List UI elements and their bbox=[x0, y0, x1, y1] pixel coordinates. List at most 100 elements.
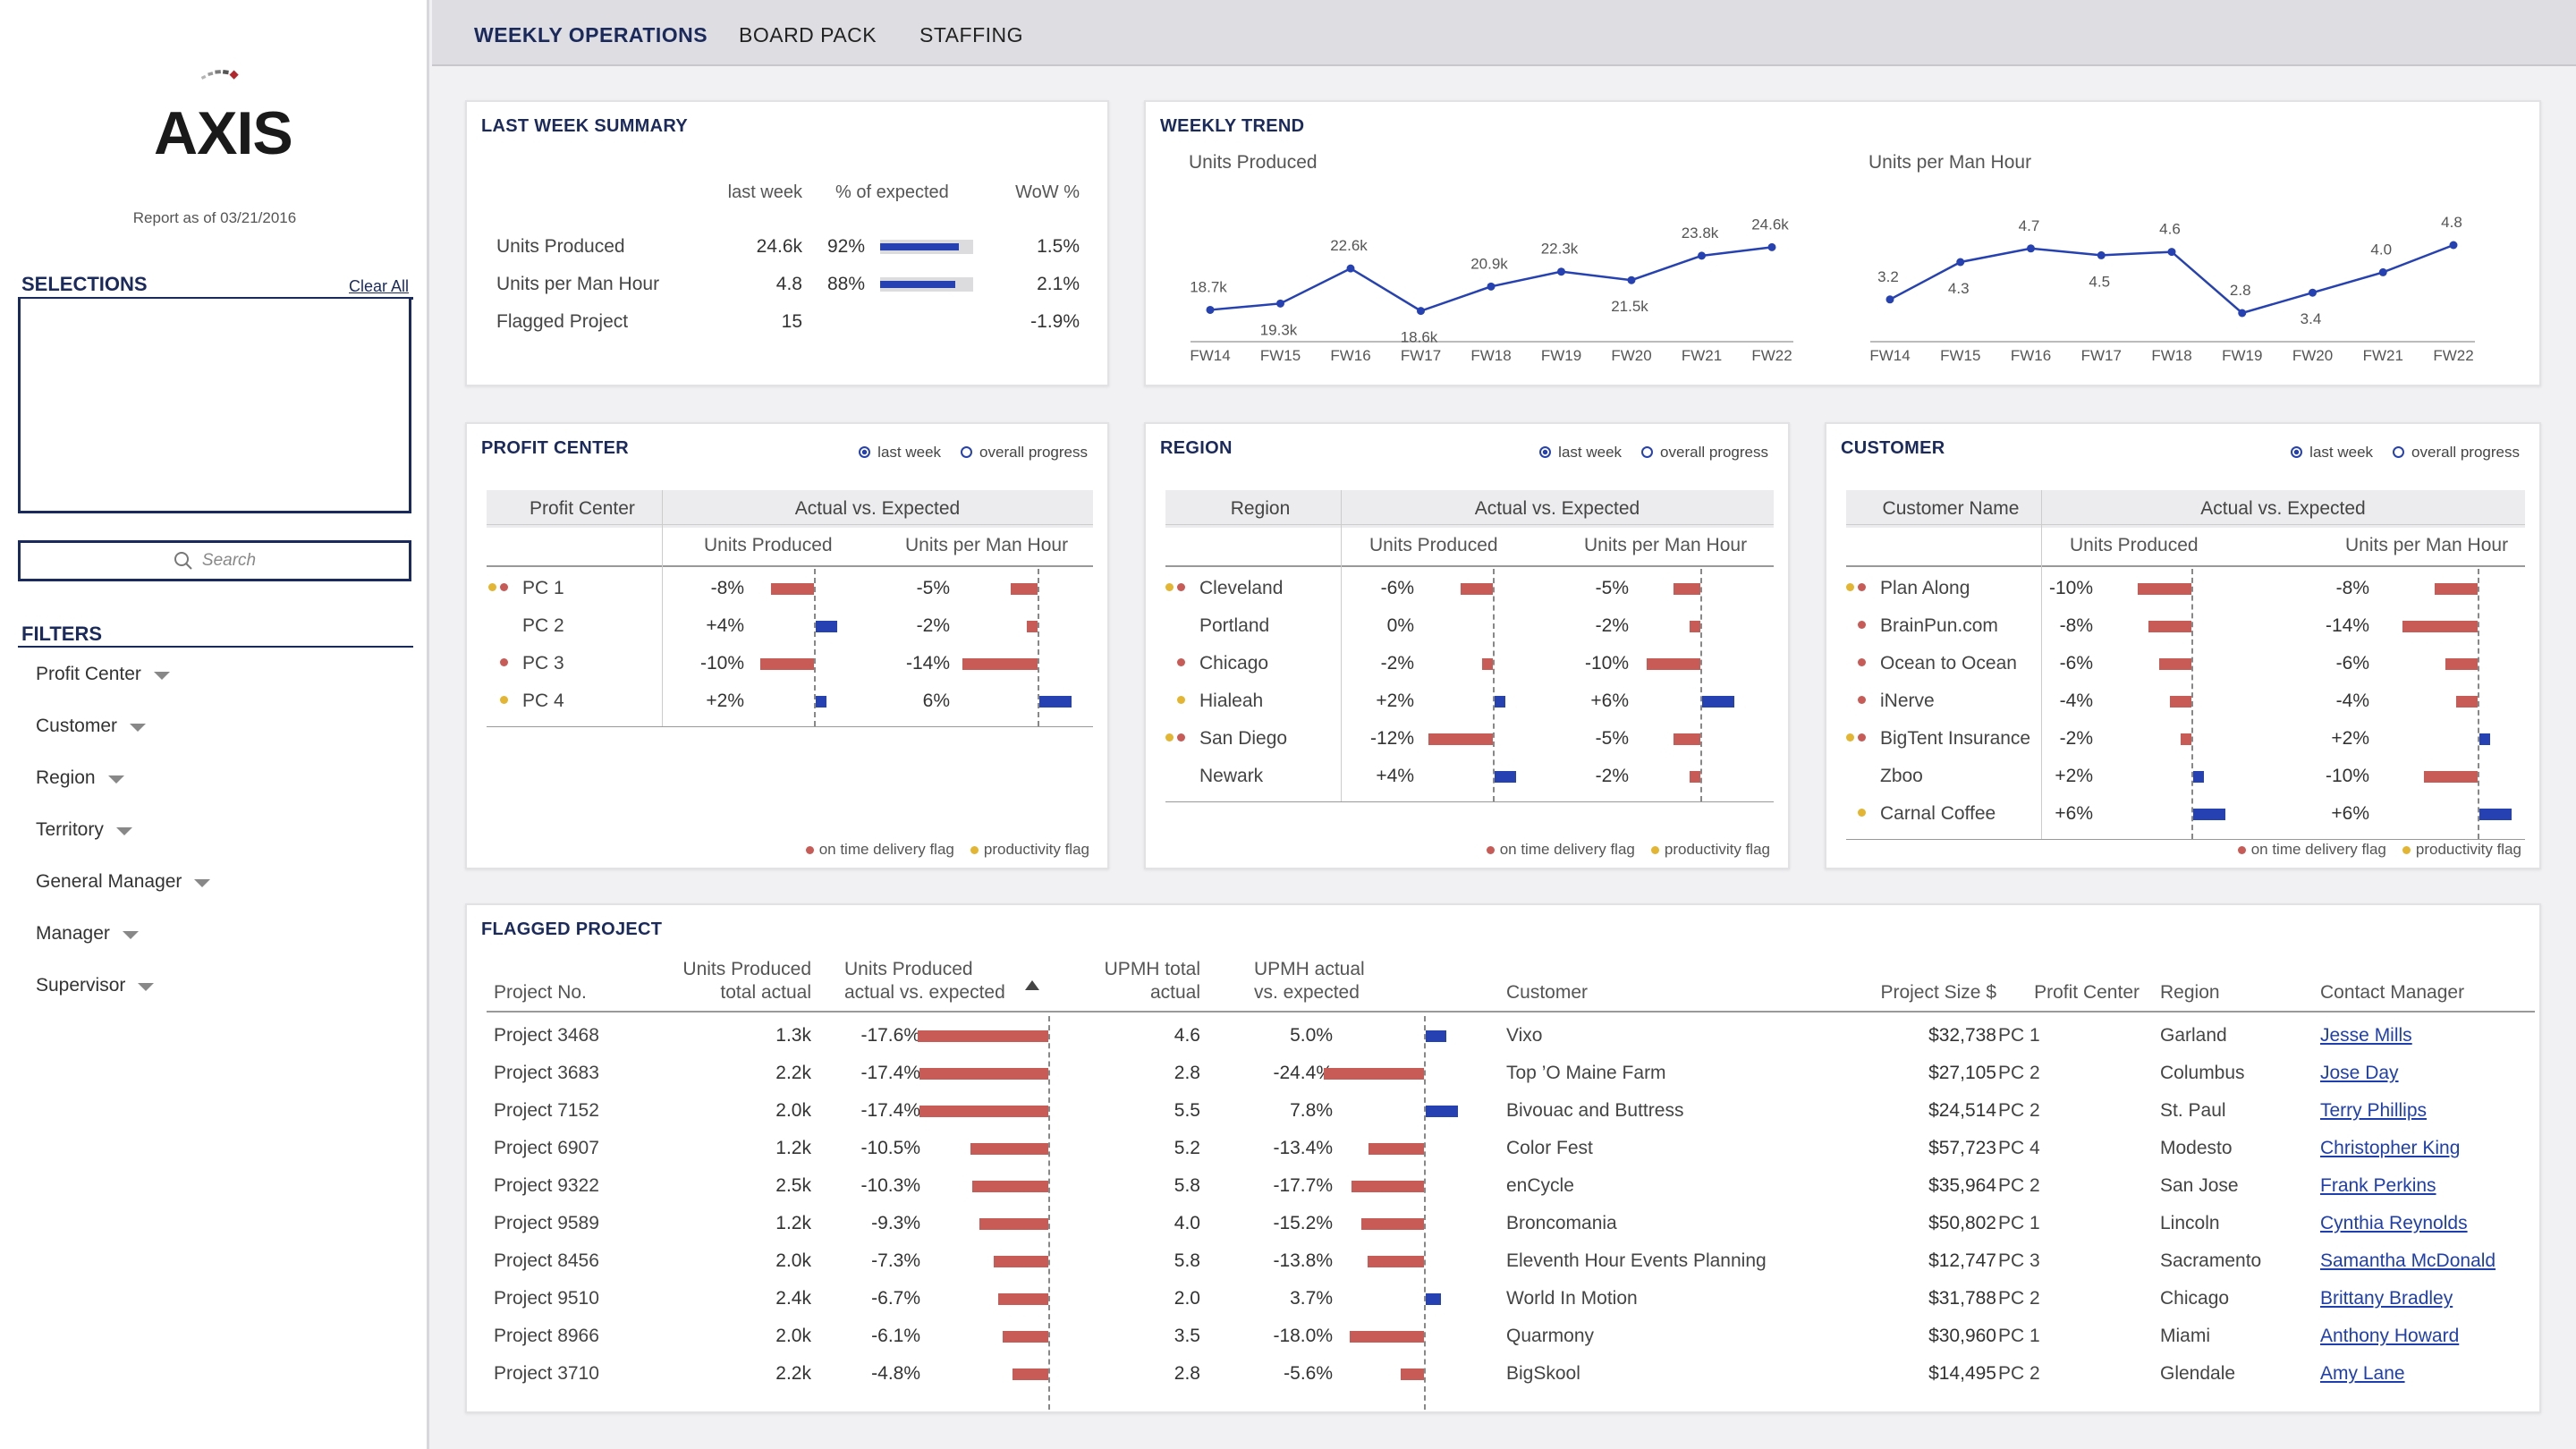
zero-line bbox=[2478, 569, 2479, 839]
variance-bar bbox=[1690, 621, 1700, 632]
radio-overall-progress[interactable]: overall progress bbox=[1641, 444, 1768, 461]
on-time-delivery-flag-icon bbox=[1858, 733, 1866, 741]
contact-manager-link[interactable]: Amy Lane bbox=[2320, 1363, 2405, 1384]
tab-staffing[interactable]: STAFFING bbox=[919, 23, 1024, 47]
contact-manager-link[interactable]: Samantha McDonald bbox=[2320, 1250, 2496, 1271]
table-row[interactable]: Chicago -2% -10% bbox=[1146, 646, 1788, 683]
col-header-upmh-vs: UPMH actual bbox=[1254, 959, 1365, 979]
table-row[interactable]: Project 8966 2.0k -6.1% 3.5 -18.0% Quarmony $3… bbox=[467, 1318, 2539, 1356]
filter-general-manager[interactable]: General Manager bbox=[36, 871, 211, 923]
filter-manager[interactable]: Manager bbox=[36, 923, 210, 975]
cell-upmh-total: 4.6 bbox=[1174, 1025, 1200, 1046]
table-row[interactable]: Project 7152 2.0k -17.4% 5.5 7.8% Bivouac and… bbox=[467, 1093, 2539, 1131]
cell-upmh-vs: -13.4% bbox=[1273, 1138, 1333, 1158]
productivity-flag-icon bbox=[1177, 696, 1185, 704]
selections-underline bbox=[18, 297, 413, 300]
summary-row-label: Flagged Project bbox=[496, 311, 629, 332]
table-row[interactable]: Project 3710 2.2k -4.8% 2.8 -5.6% BigSkool $14… bbox=[467, 1356, 2539, 1394]
summary-pct-bar bbox=[880, 281, 955, 288]
radio-overall-progress[interactable]: overall progress bbox=[961, 444, 1088, 461]
table-row[interactable]: Project 8456 2.0k -7.3% 5.8 -13.8% Eleventh H… bbox=[467, 1243, 2539, 1281]
table-row[interactable]: BrainPun.com -8% -14% bbox=[1826, 608, 2539, 646]
filters-title: FILTERS bbox=[21, 623, 103, 645]
table-row[interactable]: Project 3683 2.2k -17.4% 2.8 -24.4% Top ’O Ma… bbox=[467, 1055, 2539, 1093]
cell-region: Modesto bbox=[2160, 1138, 2233, 1158]
cell-up-total: 1.3k bbox=[775, 1025, 811, 1046]
row-units-produced: +2% bbox=[2055, 766, 2093, 786]
variance-bar bbox=[2445, 658, 2478, 670]
table-row[interactable]: Portland 0% -2% bbox=[1146, 608, 1788, 646]
cell-up-vs: -7.3% bbox=[871, 1250, 920, 1271]
cell-project: Project 9322 bbox=[494, 1175, 599, 1196]
contact-manager-link[interactable]: Christopher King bbox=[2320, 1138, 2461, 1158]
contact-manager-link[interactable]: Frank Perkins bbox=[2320, 1175, 2436, 1196]
col-header-up-vs: Units Produced bbox=[844, 959, 973, 979]
contact-manager-link[interactable]: Anthony Howard bbox=[2320, 1326, 2460, 1346]
trend-x-tick: FW17 bbox=[1401, 347, 1441, 364]
trend-point bbox=[1698, 251, 1706, 260]
zero-line bbox=[2191, 569, 2193, 839]
cell-upmh-vs: -24.4% bbox=[1273, 1063, 1333, 1083]
contact-manager-link[interactable]: Terry Phillips bbox=[2320, 1100, 2428, 1121]
cell-up-vs: -10.3% bbox=[860, 1175, 920, 1196]
cell-profit-center: PC 1 bbox=[1998, 1213, 2040, 1233]
variance-bar bbox=[1647, 658, 1700, 670]
table-row[interactable]: PC 2 +4% -2% bbox=[467, 608, 1107, 646]
tab-board-pack[interactable]: BOARD PACK bbox=[739, 23, 877, 47]
filter-territory[interactable]: Territory bbox=[36, 819, 210, 871]
cell-project: Project 6907 bbox=[494, 1138, 599, 1158]
row-name: iNerve bbox=[1880, 691, 1935, 711]
trend-data-label: 23.8k bbox=[1682, 225, 1719, 242]
contact-manager-link[interactable]: Cynthia Reynolds bbox=[2320, 1213, 2468, 1233]
selections-box[interactable] bbox=[18, 299, 411, 513]
summary-header-last-week: last week bbox=[727, 182, 802, 202]
table-row[interactable]: iNerve -4% -4% bbox=[1826, 683, 2539, 721]
table-row[interactable]: San Diego -12% -5% bbox=[1146, 721, 1788, 758]
contact-manager-link[interactable]: Brittany Bradley bbox=[2320, 1288, 2453, 1309]
tab-weekly-operations[interactable]: WEEKLY OPERATIONS bbox=[474, 23, 708, 47]
table-row[interactable]: PC 1 -8% -5% bbox=[467, 571, 1107, 608]
table-row[interactable]: Plan Along -10% -8% bbox=[1826, 571, 2539, 608]
filter-region[interactable]: Region bbox=[36, 767, 210, 819]
col-header-name: Customer Name bbox=[1882, 498, 2020, 519]
filter-customer[interactable]: Customer bbox=[36, 716, 210, 767]
contact-manager-link[interactable]: Jesse Mills bbox=[2320, 1025, 2412, 1046]
variance-bar bbox=[1495, 696, 1505, 708]
search-input[interactable]: Search bbox=[18, 540, 411, 581]
summary-row-label: Units per Man Hour bbox=[496, 274, 660, 294]
header-divider bbox=[1846, 524, 2525, 525]
table-row[interactable]: BigTent Insurance -2% +2% bbox=[1826, 721, 2539, 758]
table-row[interactable]: Newark +4% -2% bbox=[1146, 758, 1788, 796]
sort-ascending-icon[interactable] bbox=[1025, 980, 1039, 990]
table-row[interactable]: Zboo +2% -10% bbox=[1826, 758, 2539, 796]
cell-project-size: $31,788 bbox=[1928, 1288, 1996, 1309]
radio-last-week[interactable]: last week bbox=[1539, 444, 1622, 461]
table-row[interactable]: PC 4 +2% 6% bbox=[467, 683, 1107, 721]
variance-bar bbox=[2479, 733, 2490, 745]
filter-supervisor[interactable]: Supervisor bbox=[36, 975, 210, 1027]
table-row[interactable]: Cleveland -6% -5% bbox=[1146, 571, 1788, 608]
radio-overall-progress[interactable]: overall progress bbox=[2393, 444, 2520, 461]
row-upmh: -14% bbox=[905, 653, 950, 674]
table-row[interactable]: Carnal Coffee +6% +6% bbox=[1826, 796, 2539, 834]
clear-all-link[interactable]: Clear All bbox=[349, 277, 410, 295]
table-row[interactable]: Project 6907 1.2k -10.5% 5.2 -13.4% Color Fes… bbox=[467, 1131, 2539, 1168]
table-row[interactable]: Hialeah +2% +6% bbox=[1146, 683, 1788, 721]
table-row[interactable]: Project 9510 2.4k -6.7% 2.0 3.7% World In Mot… bbox=[467, 1281, 2539, 1318]
summary-row-wow: 1.5% bbox=[1037, 236, 1080, 257]
radio-last-week[interactable]: last week bbox=[2291, 444, 2373, 461]
cell-up-total: 2.0k bbox=[775, 1100, 811, 1121]
summary-row-wow: -1.9% bbox=[1030, 311, 1080, 332]
table-row[interactable]: Project 9322 2.5k -10.3% 5.8 -17.7% enCycle $3… bbox=[467, 1168, 2539, 1206]
cell-up-total: 2.0k bbox=[775, 1250, 811, 1271]
table-row[interactable]: Project 9589 1.2k -9.3% 4.0 -15.2% Broncomani… bbox=[467, 1206, 2539, 1243]
trend-data-label: 18.7k bbox=[1190, 278, 1227, 295]
table-row[interactable]: Project 3468 1.3k -17.6% 4.6 5.0% Vixo $32,738… bbox=[467, 1018, 2539, 1055]
radio-last-week[interactable]: last week bbox=[859, 444, 941, 461]
table-row[interactable]: PC 3 -10% -14% bbox=[467, 646, 1107, 683]
cell-customer: Vixo bbox=[1506, 1025, 1543, 1046]
contact-manager-link[interactable]: Jose Day bbox=[2320, 1063, 2399, 1083]
filter-profit-center[interactable]: Profit Center bbox=[36, 664, 210, 716]
table-row[interactable]: Ocean to Ocean -6% -6% bbox=[1826, 646, 2539, 683]
cell-project-size: $12,747 bbox=[1928, 1250, 1996, 1271]
